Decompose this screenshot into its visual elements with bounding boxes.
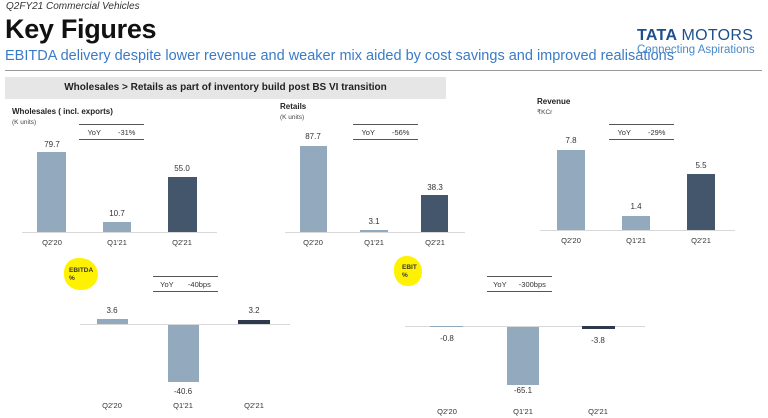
x-label: Q2'20 — [42, 238, 62, 247]
chart-title: EBIT% — [402, 264, 417, 280]
chart-unit: % — [69, 275, 75, 282]
chart-title: Wholesales ( incl. exports) — [12, 107, 113, 116]
chart-unit: (K units) — [12, 119, 37, 126]
bar-value: 87.7 — [305, 132, 321, 141]
bar-q1-21 — [507, 327, 539, 385]
x-label: Q1'21 — [107, 238, 127, 247]
logo-bold: TATA — [637, 27, 677, 44]
bar-value: 38.3 — [427, 183, 443, 192]
chart-unit: % — [402, 272, 408, 279]
yoy-box: YoY -40bps — [153, 276, 218, 292]
bar-q2-20 — [300, 146, 327, 232]
chart-title: EBITDA% — [69, 267, 93, 283]
x-label: Q2'20 — [102, 401, 122, 410]
bar-value: -3.8 — [591, 336, 605, 345]
bar-q2-21 — [582, 326, 615, 329]
yoy-value: -56% — [391, 127, 410, 137]
section-banner: Wholesales > Retails as part of inventor… — [5, 77, 446, 99]
yoy-label: YoY — [160, 279, 174, 289]
x-label: Q1'21 — [173, 401, 193, 410]
x-label: Q1'21 — [364, 238, 384, 247]
yoy-label: YoY — [361, 127, 375, 137]
bar-value: 55.0 — [174, 164, 190, 173]
yoy-box: YoY -56% — [353, 124, 418, 140]
zero-axis — [80, 324, 290, 325]
bar-q2-21 — [421, 195, 448, 232]
x-axis — [285, 232, 465, 233]
x-label: Q2'21 — [691, 236, 711, 245]
x-axis — [540, 230, 735, 231]
x-label: Q2'21 — [172, 238, 192, 247]
x-label: Q2'20 — [561, 236, 581, 245]
header-divider — [5, 70, 762, 71]
bar-value: 3.2 — [248, 306, 260, 315]
yellow-highlight — [64, 258, 98, 290]
bar-value: 79.7 — [44, 140, 60, 149]
bar-q2-20 — [430, 326, 463, 327]
bar-value: 3.1 — [368, 217, 380, 226]
bar-value: -0.8 — [440, 334, 454, 343]
x-axis — [22, 232, 217, 233]
bar-q2-20 — [37, 152, 66, 232]
x-label: Q2'20 — [303, 238, 323, 247]
bar-q2-21 — [168, 177, 197, 232]
yoy-box: YoY -31% — [79, 124, 144, 140]
yoy-box: YoY -300bps — [487, 276, 552, 292]
bar-value: -65.1 — [513, 386, 533, 395]
bar-value: 5.5 — [695, 161, 707, 170]
chart-title: Revenue — [537, 97, 571, 106]
yoy-box: YoY -29% — [609, 124, 674, 140]
logo-tagline: Connecting Aspirations — [637, 44, 755, 56]
logo-rest: MOTORS — [681, 27, 754, 44]
page-title: Key Figures — [5, 14, 157, 44]
bar-value: -40.6 — [173, 387, 193, 396]
bar-q1-21 — [168, 325, 199, 382]
bar-q2-21 — [238, 320, 270, 324]
chart-title-text: EBIT — [402, 264, 417, 271]
x-label: Q1'21 — [513, 407, 533, 416]
bar-q2-20 — [557, 150, 585, 230]
bar-q2-21 — [687, 174, 715, 230]
chart-title: Retails — [280, 102, 307, 111]
yellow-highlight — [394, 256, 422, 286]
yoy-label: YoY — [617, 127, 631, 137]
tata-motors-logo: TATA MOTORS — [637, 27, 753, 45]
x-label: Q2'21 — [425, 238, 445, 247]
bar-value: 10.7 — [109, 209, 125, 218]
bar-value: 7.8 — [565, 136, 577, 145]
yoy-value: -31% — [117, 127, 136, 137]
page-subtitle: EBITDA delivery despite lower revenue an… — [5, 48, 674, 64]
x-label: Q2'21 — [244, 401, 264, 410]
yoy-value: -300bps — [518, 279, 546, 289]
x-label: Q1'21 — [626, 236, 646, 245]
bar-value: 3.6 — [106, 306, 118, 315]
bar-q2-20 — [97, 319, 128, 324]
x-label: Q2'20 — [437, 407, 457, 416]
chart-unit: (K units) — [280, 114, 305, 121]
yoy-value: -29% — [647, 127, 666, 137]
bar-value: 1.4 — [630, 202, 642, 211]
bar-q1-21 — [360, 230, 388, 232]
yoy-value: -40bps — [187, 279, 211, 289]
yoy-label: YoY — [493, 279, 507, 289]
x-label: Q2'21 — [588, 407, 608, 416]
chart-title-text: EBITDA — [69, 267, 94, 274]
bar-q1-21 — [103, 222, 131, 232]
supertitle: Q2FY21 Commercial Vehicles — [6, 1, 140, 12]
bar-q1-21 — [622, 216, 650, 230]
chart-unit: ₹KCr — [537, 109, 553, 116]
yoy-label: YoY — [87, 127, 101, 137]
zero-axis — [405, 326, 645, 327]
